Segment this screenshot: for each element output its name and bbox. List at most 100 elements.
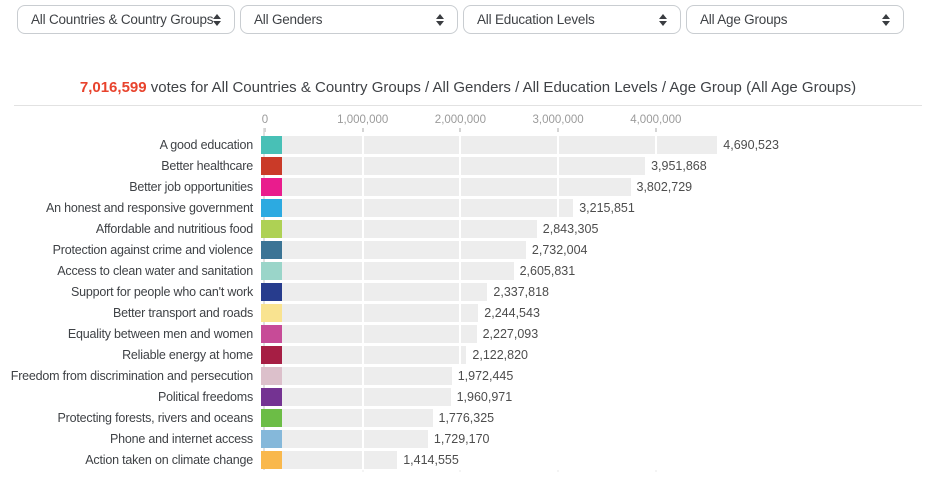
bar-track: 2,843,305	[259, 219, 936, 238]
bar-value-label: 3,951,868	[651, 158, 707, 173]
bar-track: 1,414,555	[259, 450, 936, 469]
axis-tick-label: 1,000,000	[337, 114, 389, 126]
chart-row: Political freedoms 1,960,971	[0, 386, 936, 407]
bar-track: 2,732,004	[259, 240, 936, 259]
category-label: Political freedoms	[157, 389, 253, 404]
category-label: Access to clean water and sanitation	[57, 263, 253, 278]
bar-color-chip	[261, 345, 282, 364]
bar-value-label: 4,690,523	[723, 137, 779, 152]
bar-color-chip	[261, 282, 282, 301]
bar-value-label: 1,776,325	[438, 410, 495, 425]
gridline-overlay	[361, 132, 364, 470]
chart-row: Reliable energy at home 2,122,820	[0, 344, 936, 365]
bar-color-chip	[261, 303, 282, 322]
axis-tick-mark	[459, 128, 462, 132]
bar-color-chip	[261, 408, 282, 427]
bar[interactable]	[261, 303, 479, 322]
chart-row: Better healthcare 3,951,868	[0, 155, 936, 176]
gridline-overlay	[654, 132, 657, 470]
bar[interactable]	[261, 429, 428, 448]
bar[interactable]	[261, 135, 718, 154]
divider	[14, 105, 922, 106]
category-label: Freedom from discrimination and persecut…	[10, 368, 253, 383]
bar[interactable]	[261, 240, 526, 259]
chart-row: Equality between men and women 2,227,093	[0, 323, 936, 344]
vote-count: 7,016,599	[79, 79, 147, 96]
bar-value-label: 1,414,555	[403, 452, 459, 467]
bar[interactable]	[261, 345, 467, 364]
bar-value-label: 2,227,093	[482, 326, 539, 341]
education-filter-value: All Education Levels	[477, 12, 595, 27]
axis-tick-label: 0	[261, 114, 269, 126]
age-filter-value: All Age Groups	[700, 12, 788, 27]
bar-track: 2,605,831	[259, 261, 936, 280]
bar-track: 2,122,820	[259, 345, 936, 364]
category-label: Protection against crime and violence	[52, 242, 254, 257]
bar-color-chip	[261, 450, 282, 469]
bar[interactable]	[261, 198, 574, 217]
bar[interactable]	[261, 177, 631, 196]
gridline-overlay	[557, 132, 560, 470]
bar[interactable]	[261, 282, 488, 301]
axis-tick-mark	[361, 128, 364, 132]
bar[interactable]	[261, 366, 452, 385]
bar[interactable]	[261, 387, 451, 406]
category-label: Support for people who can't work	[70, 284, 253, 299]
bar-track: 4,690,523	[259, 135, 936, 154]
category-label: A good education	[159, 137, 254, 152]
bar-color-chip	[261, 219, 282, 238]
chart-row: A good education 4,690,523	[0, 134, 936, 155]
bar-color-chip	[261, 156, 282, 175]
category-label: Better transport and roads	[112, 305, 253, 320]
chart-row: Support for people who can't work 2,337,8…	[0, 281, 936, 302]
bar[interactable]	[261, 261, 514, 280]
bar-value-label: 2,605,831	[519, 263, 576, 278]
bar-track: 1,729,170	[259, 429, 936, 448]
axis-tick-label: 3,000,000	[532, 114, 584, 126]
stepper-icon	[882, 13, 890, 26]
bar[interactable]	[261, 156, 646, 175]
bar-track: 3,215,851	[259, 198, 936, 217]
chart-rows: A good education 4,690,523 Better healthca…	[0, 134, 936, 470]
bar-color-chip	[261, 366, 282, 385]
bar-track: 3,802,729	[259, 177, 936, 196]
category-label: Reliable energy at home	[122, 347, 253, 362]
chart-row: Phone and internet access 1,729,170	[0, 428, 936, 449]
bar-track: 2,227,093	[259, 324, 936, 343]
category-label: Better job opportunities	[129, 179, 253, 194]
bar-color-chip	[261, 261, 282, 280]
bar[interactable]	[261, 324, 477, 343]
bar-color-chip	[261, 429, 282, 448]
stepper-icon	[436, 13, 444, 26]
bar-value-label: 3,215,851	[579, 200, 635, 215]
chart-row: Affordable and nutritious food 2,843,305	[0, 218, 936, 239]
bar-track: 2,337,818	[259, 282, 936, 301]
education-filter-dropdown[interactable]: All Education Levels	[463, 5, 681, 34]
axis-tick-mark	[264, 128, 266, 132]
bar-color-chip	[261, 324, 282, 343]
gridline-overlay	[459, 132, 462, 470]
bar[interactable]	[261, 408, 433, 427]
chart-row: Better transport and roads 2,244,543	[0, 302, 936, 323]
axis-tick-mark	[557, 128, 560, 132]
bar-value-label: 3,802,729	[636, 179, 693, 194]
chart-row: Freedom from discrimination and persecut…	[0, 365, 936, 386]
bar-value-label: 2,843,305	[542, 221, 599, 236]
category-label: Equality between men and women	[67, 326, 253, 341]
bar-track: 1,972,445	[259, 366, 936, 385]
country-filter-value: All Countries & Country Groups	[31, 12, 214, 27]
bar-value-label: 2,732,004	[531, 242, 588, 257]
bar[interactable]	[261, 450, 398, 469]
axis-tick-label: 2,000,000	[434, 114, 486, 126]
bar-track: 1,776,325	[259, 408, 936, 427]
bar-value-label: 2,122,820	[472, 347, 528, 362]
country-filter-dropdown[interactable]: All Countries & Country Groups	[17, 5, 235, 34]
chart-row: Protecting forests, rivers and oceans 1,7…	[0, 407, 936, 428]
chart-row: Access to clean water and sanitation 2,60…	[0, 260, 936, 281]
headline-text: votes for All Countries & Country Groups…	[146, 79, 857, 96]
gender-filter-dropdown[interactable]: All Genders	[240, 5, 458, 34]
age-filter-dropdown[interactable]: All Age Groups	[686, 5, 904, 34]
votes-bar-chart: 0 1,000,000 2,000,000 3,000,000 4,000,000 A …	[0, 112, 936, 482]
bar[interactable]	[261, 219, 537, 238]
chart-row: Better job opportunities 3,802,729	[0, 176, 936, 197]
